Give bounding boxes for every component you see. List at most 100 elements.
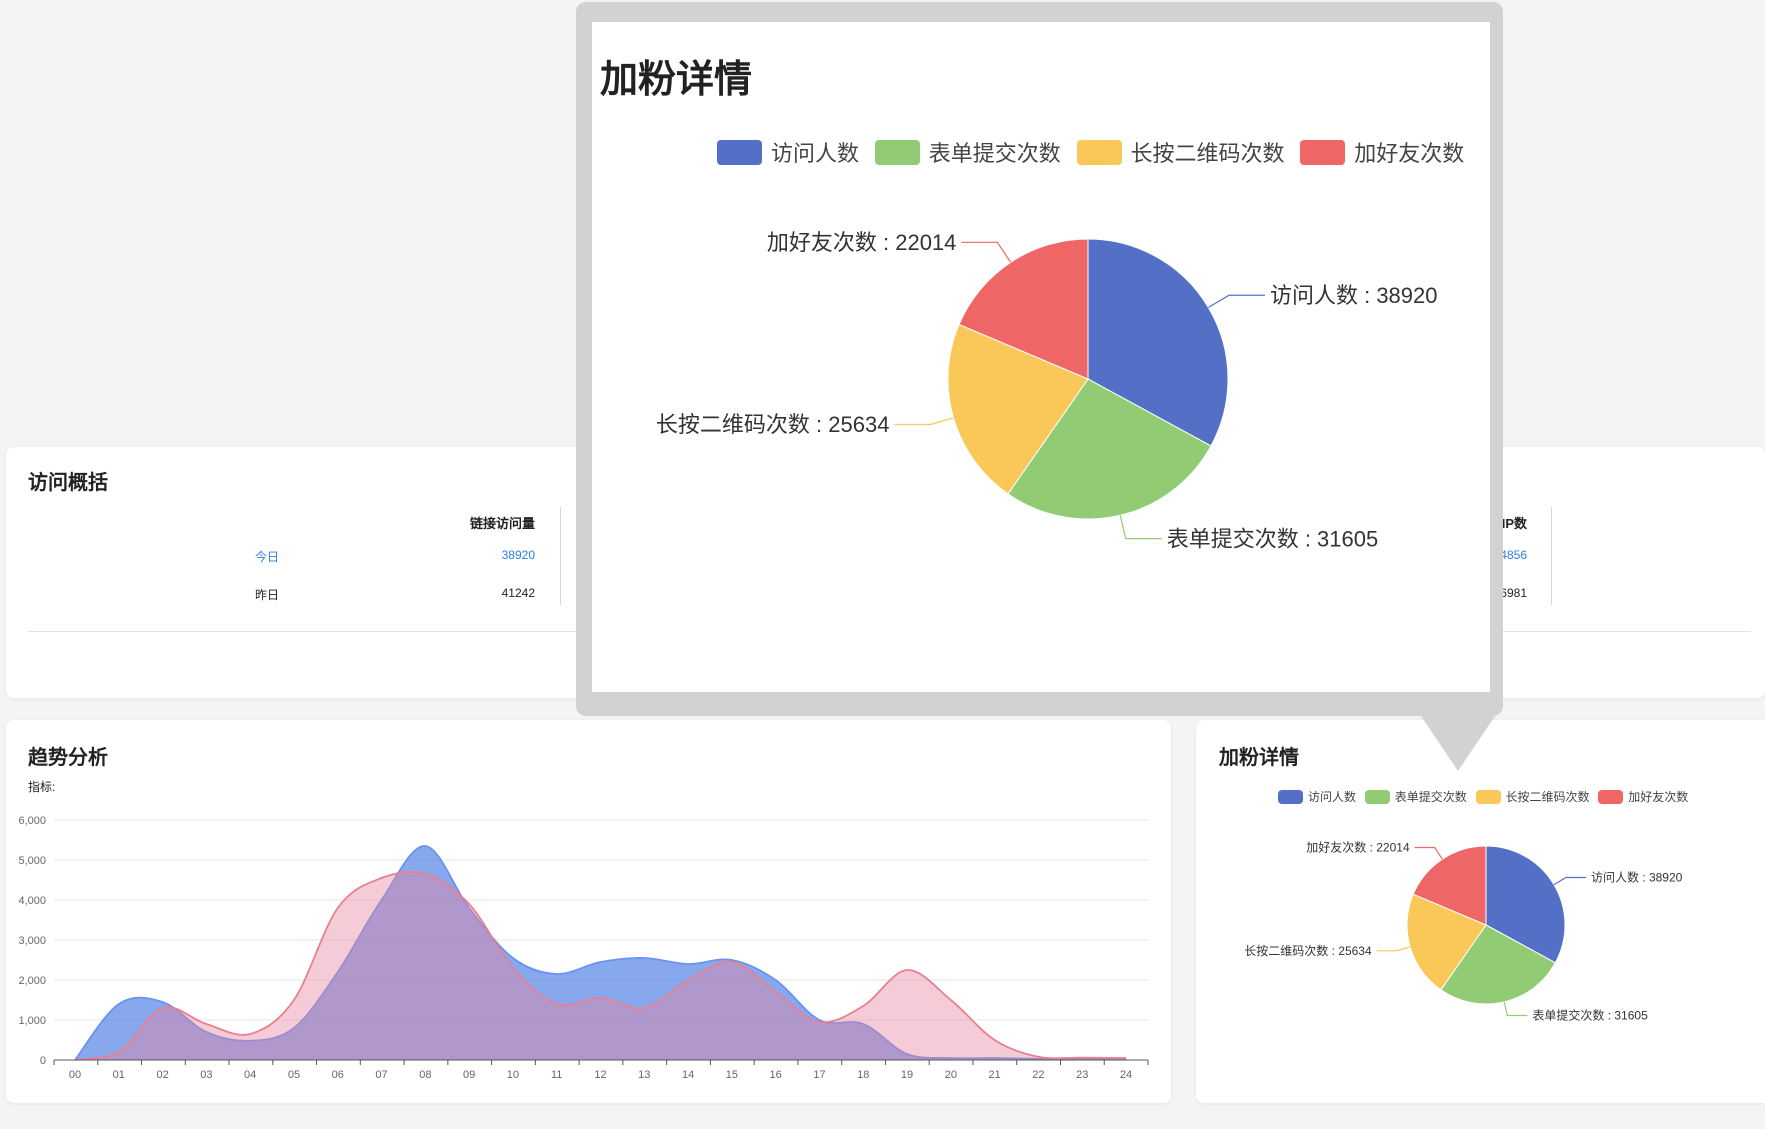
x-tick-label: 05: [288, 1069, 300, 1081]
column-header-link-visits: 链接访问量: [469, 516, 535, 531]
column-divider: [1551, 507, 1552, 605]
pie-label: 加好友次数 : 22014: [767, 230, 957, 255]
pie-label: 长按二维码次数 : 25634: [1244, 943, 1372, 958]
label-line: [894, 417, 954, 426]
pie-slice: [958, 238, 1089, 380]
fans-pie-chart: 访问人数 : 38920 表单提交次数 : 31605 长按二维码次数 : 2563…: [1244, 840, 1683, 1023]
legend-label: 长按二维码次数: [1130, 141, 1285, 166]
pie-slice: [1412, 845, 1487, 926]
y-tick-label: 4,000: [18, 895, 46, 907]
label-line: [1208, 294, 1265, 309]
trend-card: 趋势分析 指标: 0 1,000 2,000 3,000 4,000 5,000 6,000…: [6, 720, 1171, 1103]
x-tick-label: 16: [770, 1069, 782, 1081]
y-tick-label: 3,000: [18, 935, 46, 947]
overview-title: 访问概括: [28, 472, 108, 494]
legend-item[interactable]: 加好友次数: [1598, 788, 1688, 805]
x-tick-label: 14: [682, 1069, 694, 1081]
legend-item[interactable]: 加好友次数: [1300, 136, 1464, 168]
legend-item[interactable]: 表单提交次数: [1364, 788, 1467, 805]
link-visits-today[interactable]: 38920: [501, 548, 535, 562]
legend-label: 长按二维码次数: [1505, 790, 1590, 804]
series-area: [75, 845, 1126, 1060]
x-tick-label: 08: [419, 1069, 431, 1081]
link-visits-yesterday: 41242: [501, 586, 535, 600]
pie-label: 长按二维码次数 : 25634: [656, 412, 890, 437]
row-label-yesterday: 昨日: [255, 588, 280, 602]
legend-swatch: [1300, 139, 1346, 165]
x-tick-label: 02: [156, 1069, 168, 1081]
legend-label: 表单提交次数: [1394, 790, 1467, 804]
pie-label: 访问人数 : 38920: [1270, 283, 1438, 308]
x-tick-label: 15: [726, 1069, 738, 1081]
x-tick-label: 11: [551, 1069, 562, 1081]
series-line: [74, 870, 1127, 1061]
popup-pointer-arrow: [1421, 716, 1495, 771]
pie-label: 表单提交次数 : 31605: [1532, 1008, 1648, 1023]
x-tick-label: 19: [901, 1069, 913, 1081]
legend-swatch: [1076, 139, 1122, 165]
legend-item[interactable]: 长按二维码次数: [1475, 788, 1590, 805]
row-label-today: 今日: [255, 550, 280, 564]
popup-pie-chart: 访问人数 : 38920 表单提交次数 : 31605 长按二维码次数 : 2563…: [656, 230, 1438, 551]
x-tick-label: 09: [463, 1069, 475, 1081]
legend-label: 加好友次数: [1354, 141, 1465, 166]
y-tick-label: 5,000: [18, 855, 46, 867]
legend-swatch: [1364, 789, 1390, 804]
trend-title: 趋势分析: [28, 747, 108, 769]
pie-slice: [1007, 378, 1212, 520]
x-tick-label: 17: [813, 1069, 825, 1081]
pie-slice: [1406, 893, 1487, 991]
legend-label: 访问人数: [1308, 790, 1357, 804]
pie-label: 访问人数 : 38920: [1591, 870, 1683, 885]
label-line: [1376, 946, 1411, 952]
legend-item[interactable]: 访问人数: [1278, 788, 1356, 805]
x-tick-label: 03: [200, 1069, 212, 1081]
x-tick-label: 00: [69, 1069, 81, 1081]
x-tick-label: 13: [638, 1069, 650, 1081]
series-area: [75, 871, 1126, 1060]
y-tick-label: 6,000: [18, 815, 46, 827]
x-tick-label: 12: [594, 1069, 606, 1081]
trend-chart: 0 1,000 2,000 3,000 4,000 5,000 6,000 00 01 02 03 0…: [18, 815, 1149, 1081]
enlarged-chart-popup: 加粉详情 访问人数 表单提交次数 长按二维码次数 加好友次数 访问人数 : 38920…: [576, 2, 1503, 716]
x-tick-label: 21: [989, 1069, 1001, 1081]
series-line: [74, 845, 1127, 1061]
x-tick-label: 04: [244, 1069, 256, 1081]
x-tick-label: 10: [507, 1069, 519, 1081]
popup-content: 加粉详情 访问人数 表单提交次数 长按二维码次数 加好友次数 访问人数 : 38920…: [592, 22, 1490, 692]
x-tick-label: 07: [375, 1069, 387, 1081]
legend-swatch: [1278, 789, 1303, 804]
x-tick-label: 23: [1076, 1069, 1088, 1081]
indicator-label: 指标:: [28, 780, 56, 794]
pie-label: 加好友次数 : 22014: [1306, 840, 1410, 855]
legend-label: 加好友次数: [1628, 790, 1689, 804]
pie-label: 表单提交次数 : 31605: [1167, 526, 1379, 551]
pie-slice: [1485, 845, 1566, 964]
fans-card: 加粉详情 访问人数 表单提交次数 长按二维码次数 加好友次数 访问人数 : 38920…: [1196, 720, 1765, 1103]
x-tick-label: 24: [1120, 1069, 1132, 1081]
x-tick-label: 18: [857, 1069, 869, 1081]
y-tick-label: 1,000: [18, 1015, 46, 1027]
legend-swatch: [874, 139, 920, 165]
legend-swatch: [717, 139, 762, 165]
label-line: [1119, 515, 1162, 540]
popup-title: 加粉详情: [600, 59, 753, 101]
x-tick-label: 22: [1032, 1069, 1044, 1081]
label-line: [1503, 1001, 1528, 1017]
x-tick-label: 20: [945, 1069, 957, 1081]
label-line: [1414, 846, 1443, 860]
y-tick-label: 2,000: [18, 975, 46, 987]
legend-item[interactable]: 表单提交次数: [874, 136, 1061, 168]
x-tick-label: 01: [113, 1069, 125, 1081]
legend-item[interactable]: 访问人数: [717, 136, 859, 168]
legend-label: 表单提交次数: [928, 141, 1061, 166]
popup-legend: 访问人数 表单提交次数 长按二维码次数 加好友次数: [717, 136, 1480, 168]
label-line: [961, 241, 1012, 263]
y-tick-label: 0: [40, 1055, 46, 1067]
fans-legend: 访问人数 表单提交次数 长按二维码次数 加好友次数: [1278, 788, 1697, 805]
column-header-ip: IP数: [1501, 516, 1527, 531]
column-divider: [560, 507, 561, 605]
label-line: [1553, 876, 1586, 886]
legend-item[interactable]: 长按二维码次数: [1076, 136, 1285, 168]
legend-swatch: [1598, 789, 1624, 804]
